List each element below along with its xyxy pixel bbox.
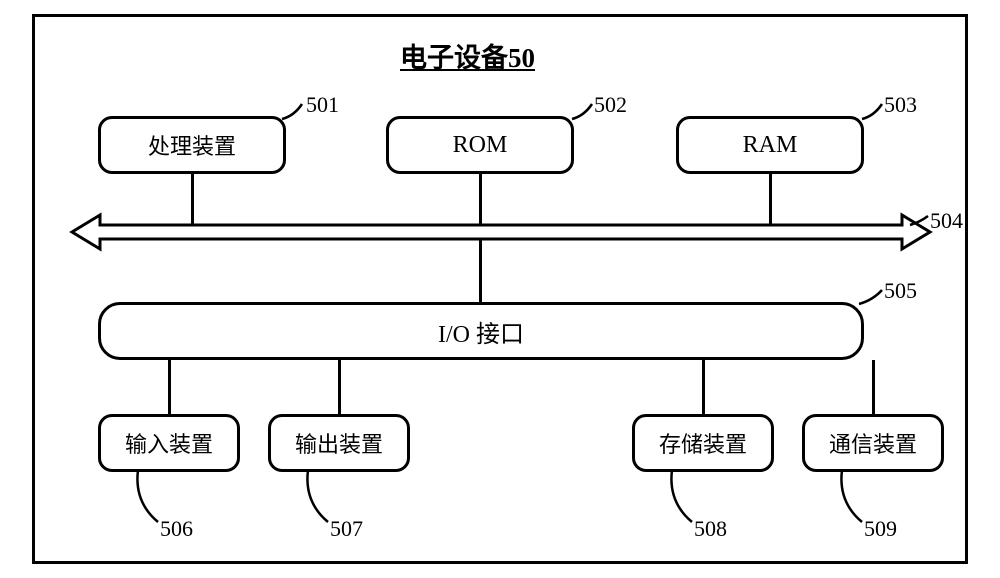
ref-505: 505: [884, 278, 917, 304]
outer-frame: [32, 14, 968, 564]
node-io-interface: I/O 接口: [98, 302, 864, 360]
node-output-label: 输出装置: [295, 427, 383, 459]
ref-508: 508: [694, 516, 727, 542]
ref-502: 502: [594, 92, 627, 118]
connector-proc-bus: [191, 174, 194, 225]
ref-501: 501: [306, 92, 339, 118]
connector-rom-bus: [479, 174, 482, 225]
ref-504: 504: [930, 208, 963, 234]
node-comm-label: 通信装置: [829, 427, 917, 459]
node-rom-label: ROM: [453, 132, 508, 159]
ref-506: 506: [160, 516, 193, 542]
node-io-label: I/O 接口: [438, 314, 524, 349]
diagram-canvas: 电子设备50 处理装置 ROM RAM I/O 接口 输入装置 输出装置 存储装…: [0, 0, 1000, 578]
ref-507: 507: [330, 516, 363, 542]
connector-bus-io: [479, 239, 482, 302]
ref-503: 503: [884, 92, 917, 118]
node-processor-label: 处理装置: [148, 129, 236, 161]
node-rom: ROM: [386, 116, 574, 174]
connector-io-comm: [872, 360, 875, 414]
node-input-device: 输入装置: [98, 414, 240, 472]
node-ram: RAM: [676, 116, 864, 174]
node-input-label: 输入装置: [125, 427, 213, 459]
connector-io-output: [338, 360, 341, 414]
node-storage-device: 存储装置: [632, 414, 774, 472]
ref-509: 509: [864, 516, 897, 542]
connector-io-storage: [702, 360, 705, 414]
node-output-device: 输出装置: [268, 414, 410, 472]
node-storage-label: 存储装置: [659, 427, 747, 459]
node-comm-device: 通信装置: [802, 414, 944, 472]
node-processor: 处理装置: [98, 116, 286, 174]
connector-ram-bus: [769, 174, 772, 225]
diagram-title: 电子设备50: [400, 36, 535, 75]
node-ram-label: RAM: [743, 132, 798, 159]
connector-io-input: [168, 360, 171, 414]
